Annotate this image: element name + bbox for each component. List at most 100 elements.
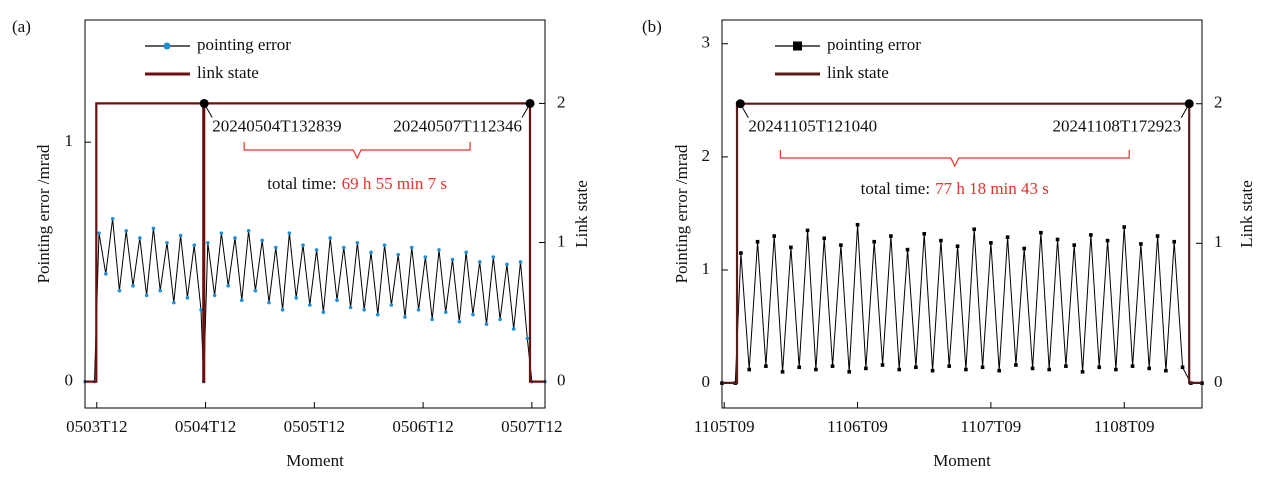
point-marker — [117, 288, 122, 293]
point-marker — [287, 231, 292, 235]
point-marker — [382, 243, 387, 247]
point-marker — [206, 240, 210, 245]
panel-label: (a) — [12, 17, 31, 36]
point-marker — [498, 317, 502, 322]
total-time-value: 77 h 18 min 43 s — [935, 179, 1049, 198]
total-time-label: total time: — [267, 174, 336, 193]
point-marker — [178, 233, 183, 238]
point-marker — [511, 327, 516, 331]
point-marker — [1072, 243, 1077, 247]
point-marker — [260, 238, 265, 243]
annotation-leader — [203, 103, 213, 118]
point-marker — [1122, 225, 1127, 229]
y2-tick-label: 1 — [557, 231, 566, 250]
point-marker — [518, 260, 523, 264]
point-marker — [151, 226, 156, 231]
point-marker — [328, 236, 332, 240]
annotation-leader — [521, 103, 531, 118]
annotation-leader — [1180, 103, 1190, 118]
point-marker — [922, 231, 927, 236]
x-axis-label: Moment — [933, 451, 991, 470]
y2-axis-label: Link state — [1237, 180, 1256, 248]
x-tick-label: 0504T12 — [175, 417, 236, 436]
point-marker — [1155, 234, 1160, 238]
point-marker — [847, 370, 852, 374]
plot-frame — [84, 19, 546, 409]
point-marker — [144, 293, 149, 298]
panel-label: (b) — [642, 17, 662, 36]
y-tick-label: 1 — [65, 131, 74, 150]
point-marker — [226, 284, 231, 288]
point-marker — [1014, 363, 1018, 367]
point-marker — [930, 368, 935, 373]
point-marker — [789, 245, 793, 250]
point-marker — [964, 367, 968, 372]
point-marker — [972, 227, 977, 232]
point-marker — [947, 364, 952, 368]
x-tick-label: 0503T12 — [66, 417, 127, 436]
point-marker — [1180, 365, 1185, 370]
point-marker — [939, 238, 943, 243]
point-marker — [980, 365, 985, 370]
y2-axis-label: Link state — [572, 180, 591, 248]
point-marker — [97, 231, 101, 235]
point-marker — [880, 363, 885, 367]
point-marker — [110, 216, 115, 221]
point-marker — [355, 240, 360, 245]
point-marker — [1030, 366, 1035, 371]
point-marker — [246, 228, 251, 233]
point-marker — [423, 255, 428, 259]
x-tick-label: 1105T09 — [694, 417, 755, 436]
point-marker — [457, 319, 462, 324]
point-marker — [104, 272, 108, 276]
point-marker — [1005, 235, 1010, 239]
annotation-label: 20240504T132839 — [212, 116, 341, 135]
point-marker — [864, 366, 868, 371]
series-line — [722, 224, 1202, 384]
point-marker — [1130, 364, 1135, 368]
point-marker — [1080, 370, 1085, 374]
point-marker — [491, 255, 496, 259]
point-marker — [273, 245, 278, 250]
point-marker — [199, 308, 203, 312]
point-marker — [739, 251, 743, 255]
point-marker — [185, 296, 190, 300]
y2-tick-label: 2 — [557, 92, 566, 111]
y-tick-label: 3 — [702, 33, 711, 52]
point-marker — [747, 367, 752, 372]
point-marker — [764, 364, 768, 368]
point-marker — [1147, 366, 1152, 371]
y2-tick-label: 0 — [1214, 372, 1223, 391]
point-marker — [124, 228, 129, 233]
y-tick-label: 0 — [702, 372, 711, 391]
point-marker — [484, 322, 489, 326]
bracket — [779, 150, 1130, 168]
point-marker — [219, 231, 224, 235]
x-tick-label: 0506T12 — [392, 417, 453, 436]
annotation-label: 20241105T121040 — [748, 117, 877, 136]
total-time-label: total time: — [861, 179, 930, 198]
x-tick-label: 1108T09 — [1094, 417, 1155, 436]
legend-label: pointing error — [827, 35, 921, 54]
point-marker — [294, 296, 298, 300]
total-time: total time: 77 h 18 min 43 s — [861, 179, 1049, 198]
point-marker — [1022, 246, 1027, 251]
point-marker — [403, 315, 407, 319]
point-marker — [997, 368, 1002, 373]
point-marker — [814, 367, 818, 372]
point-marker — [375, 312, 380, 317]
bracket — [243, 142, 471, 160]
x-tick-label: 0505T12 — [284, 417, 345, 436]
point-marker — [872, 239, 877, 244]
point-marker — [138, 236, 142, 240]
point-marker — [1097, 365, 1102, 370]
point-marker — [805, 228, 810, 233]
point-marker — [905, 247, 910, 252]
series-line — [85, 102, 545, 383]
point-marker — [430, 317, 434, 322]
point-marker — [192, 243, 197, 247]
point-marker — [914, 365, 918, 370]
point-marker — [267, 300, 271, 305]
